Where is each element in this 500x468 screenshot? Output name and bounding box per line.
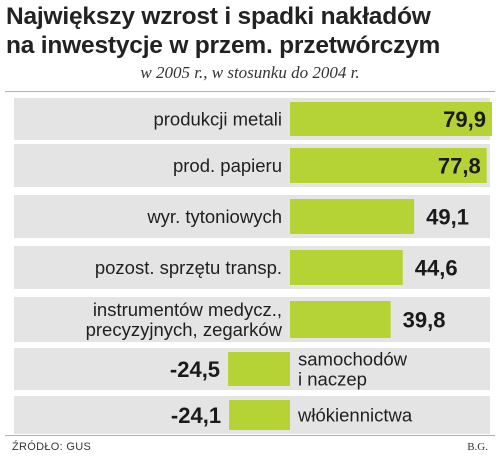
value-label: 49,1 <box>426 205 469 230</box>
bar <box>290 199 415 234</box>
value-label: -24,5 <box>170 357 220 382</box>
bottom-rule <box>5 435 495 436</box>
bar <box>228 352 290 386</box>
category-row: instrumentów medycz.,precyzyjnych, zegar… <box>14 297 490 342</box>
chart-title: Największy wzrost i spadki nakładów na i… <box>6 2 496 60</box>
value-label: -24,1 <box>171 403 221 428</box>
category-label: precyzyjnych, zegarków <box>86 319 283 340</box>
category-label: produkcji metali <box>153 109 282 130</box>
row-background <box>14 246 490 289</box>
bar <box>290 250 403 285</box>
category-label: instrumentów medycz., <box>93 299 282 320</box>
category-row: włókiennictwa -24,1 <box>14 396 490 434</box>
value-label: 79,9 <box>443 107 486 132</box>
category-row: wyr. tytoniowych 49,1 <box>14 195 490 238</box>
bar <box>290 301 391 338</box>
category-label: włókiennictwa <box>297 405 413 426</box>
chart-title-line-2: na inwestycje w przem. przetwórczym <box>6 32 441 59</box>
category-label: samochodów <box>298 349 408 370</box>
value-label: 77,8 <box>438 154 481 179</box>
chart-title-line-1: Największy wzrost i spadki nakładów <box>6 3 431 30</box>
bar <box>229 400 290 430</box>
row-background <box>14 297 490 342</box>
top-rule <box>5 91 495 92</box>
category-row: produkcji metali 79,9 <box>14 98 492 140</box>
author-credit: B.G. <box>467 441 488 453</box>
source-note: ŹRÓDŁO: GUS <box>12 441 92 453</box>
value-label: 39,8 <box>403 308 446 333</box>
bar <box>290 102 492 136</box>
category-label: i naczep <box>298 369 367 390</box>
category-label: prod. papieru <box>173 155 282 176</box>
bar <box>290 148 487 183</box>
value-label: 44,6 <box>415 256 458 281</box>
chart-subtitle: w 2005 r., w stosunku do 2004 r. <box>140 63 360 82</box>
category-row: pozost. sprzętu transp. 44,6 <box>14 246 490 289</box>
category-label: wyr. tytoniowych <box>146 206 282 227</box>
category-row: prod. papieru 77,8 <box>14 144 490 187</box>
category-label: pozost. sprzętu transp. <box>95 257 282 278</box>
